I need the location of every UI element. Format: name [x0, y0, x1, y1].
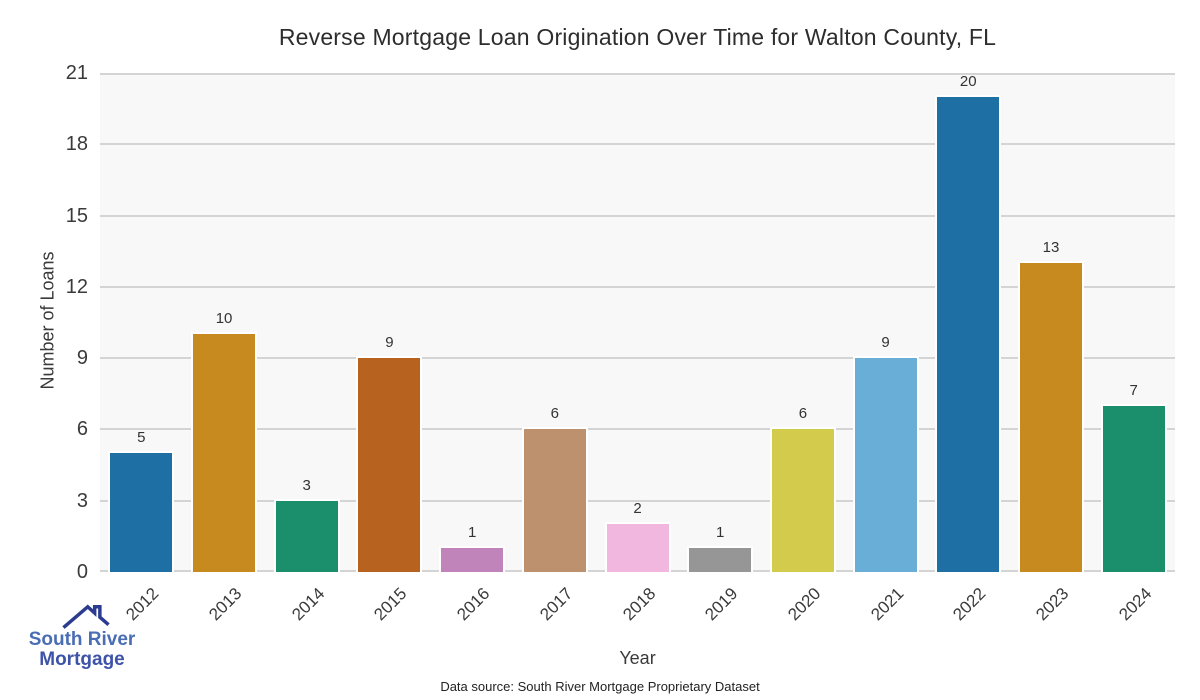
x-tick-label: 2023: [1032, 584, 1073, 625]
bar-2018: [604, 522, 671, 572]
gridline: [100, 285, 1175, 288]
y-tick-label: 3: [76, 489, 88, 512]
bar-value-label: 1: [467, 524, 477, 542]
bar-2012: [108, 451, 175, 572]
y-tick-label: 9: [76, 347, 88, 370]
y-tick-label: 15: [65, 204, 88, 227]
y-tick-label: 0: [76, 561, 88, 583]
y-tick-label: 18: [65, 133, 88, 156]
bar-value-label: 3: [302, 476, 311, 494]
bar-value-label: 1: [716, 524, 725, 542]
bar-2021: [852, 356, 919, 572]
x-tick-label: 2017: [536, 584, 577, 625]
x-tick-label: 2020: [784, 584, 825, 625]
gridline: [100, 214, 1175, 217]
x-axis-label: Year: [619, 648, 656, 668]
bar-value-label: 13: [1042, 239, 1060, 257]
bar-2019: [687, 546, 754, 572]
x-tick-label: 2016: [453, 584, 494, 625]
data-source-note: Data source: South River Mortgage Propri…: [440, 679, 760, 694]
gridline: [100, 143, 1175, 146]
bar-value-label: 9: [385, 334, 394, 352]
bar-value-label: 10: [215, 310, 233, 328]
bar-2024: [1100, 403, 1167, 572]
bar-2013: [191, 332, 258, 572]
x-tick-label: 2018: [618, 584, 659, 625]
x-tick-label: 2014: [287, 584, 329, 625]
bar-value-label: 9: [881, 334, 890, 352]
x-tick-label: 2019: [701, 584, 742, 625]
house-roof-icon: [62, 604, 110, 629]
gridline: [100, 357, 1175, 360]
bar-value-label: 6: [798, 405, 808, 423]
y-axis-label: Number of Loans: [37, 251, 58, 390]
x-tick-label: 2021: [866, 584, 907, 625]
bar-value-label: 6: [550, 405, 559, 423]
bar-value-label: 5: [137, 429, 146, 447]
bar-value-label: 2: [633, 500, 642, 518]
gridline: [100, 73, 1175, 75]
bar-2014: [273, 498, 340, 572]
y-tick-label: 21: [65, 62, 88, 84]
logo-text-line2: Mortgage: [39, 648, 125, 670]
y-tick-label: 6: [76, 418, 88, 441]
y-tick-label: 12: [65, 275, 88, 298]
bar-2023: [1017, 261, 1084, 572]
bar-value-label: 20: [959, 72, 977, 90]
x-tick-label: 2013: [205, 584, 246, 625]
gridline: [100, 428, 1175, 431]
company-logo: South River Mortgage: [14, 600, 150, 670]
bar-2020: [769, 427, 836, 572]
bar-2017: [521, 427, 588, 572]
bar-2022: [935, 94, 1002, 572]
chart-title: Reverse Mortgage Loan Origination Over T…: [278, 24, 997, 50]
gridline: [100, 499, 1175, 502]
x-tick-label: 2024: [1114, 584, 1156, 625]
bar-value-label: 7: [1129, 381, 1138, 399]
x-tick-label: 2022: [949, 584, 990, 625]
x-tick-label: 2015: [370, 584, 411, 625]
plot-area: 5 10 3 9 1 6 2 1 6 9 20 13 7: [100, 73, 1175, 572]
logo-text-line1: South River: [28, 629, 136, 650]
bar-2016: [439, 546, 506, 572]
bar-2015: [356, 356, 423, 572]
